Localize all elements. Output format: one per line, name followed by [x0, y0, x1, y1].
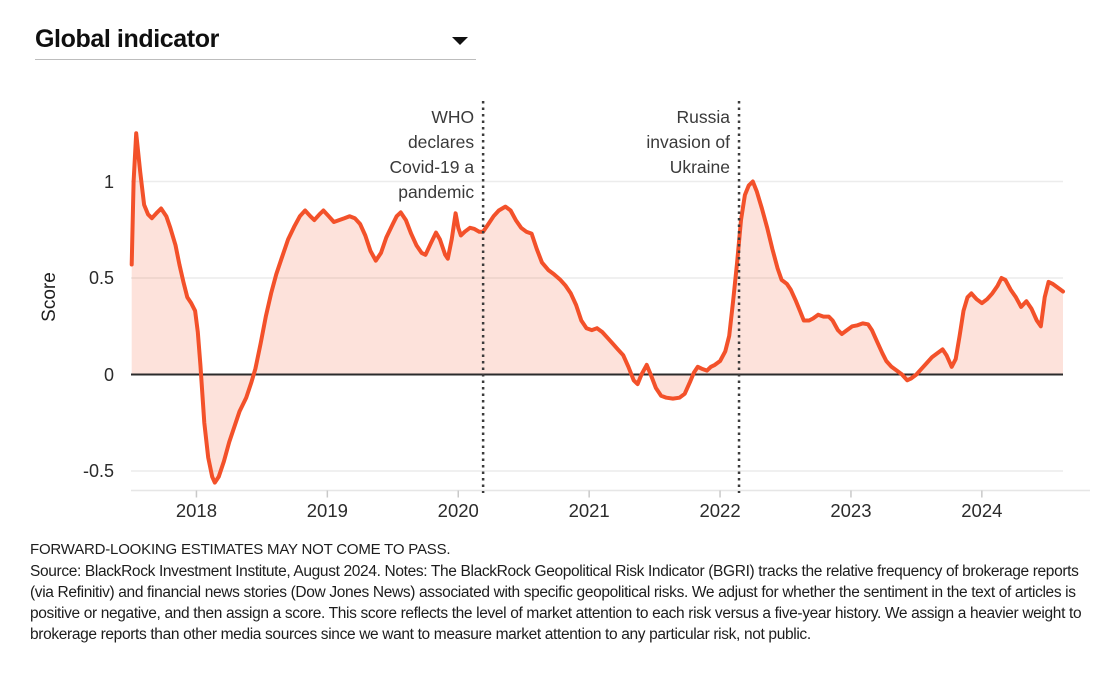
- x-tick-label: 2021: [568, 500, 610, 521]
- x-tick-label: 2023: [830, 500, 872, 521]
- chevron-down-icon[interactable]: [452, 37, 468, 45]
- y-tick-label: 1: [103, 171, 114, 192]
- y-axis-title: Score: [39, 272, 60, 322]
- source-note: Source: BlackRock Investment Institute, …: [30, 563, 1082, 643]
- y-tick-label: 0: [103, 364, 114, 385]
- annotation-text-who: WHO declares Covid-19 a pandemic: [389, 107, 475, 202]
- x-tick-label: 2024: [961, 500, 1003, 521]
- disclaimer-text: FORWARD-LOOKING ESTIMATES MAY NOT COME T…: [30, 541, 451, 558]
- y-tick-label: 0.5: [88, 268, 114, 288]
- annotation-text-russia: Russia invasion of Ukraine: [646, 107, 731, 177]
- x-tick-label: 2019: [306, 500, 348, 521]
- indicator-selector[interactable]: Global indicator: [35, 22, 476, 60]
- indicator-area: [131, 133, 1063, 483]
- indicator-line: [129, 131, 1065, 485]
- title-underline: [35, 59, 476, 60]
- y-tick-label: -0.5: [82, 461, 114, 481]
- x-tick-label: 2020: [437, 500, 479, 521]
- x-tick-label: 2018: [175, 500, 218, 521]
- chart-footer: FORWARD-LOOKING ESTIMATES MAY NOT COME T…: [30, 541, 1093, 645]
- x-tick-label: 2022: [699, 500, 741, 521]
- page-title: Global indicator: [35, 25, 219, 53]
